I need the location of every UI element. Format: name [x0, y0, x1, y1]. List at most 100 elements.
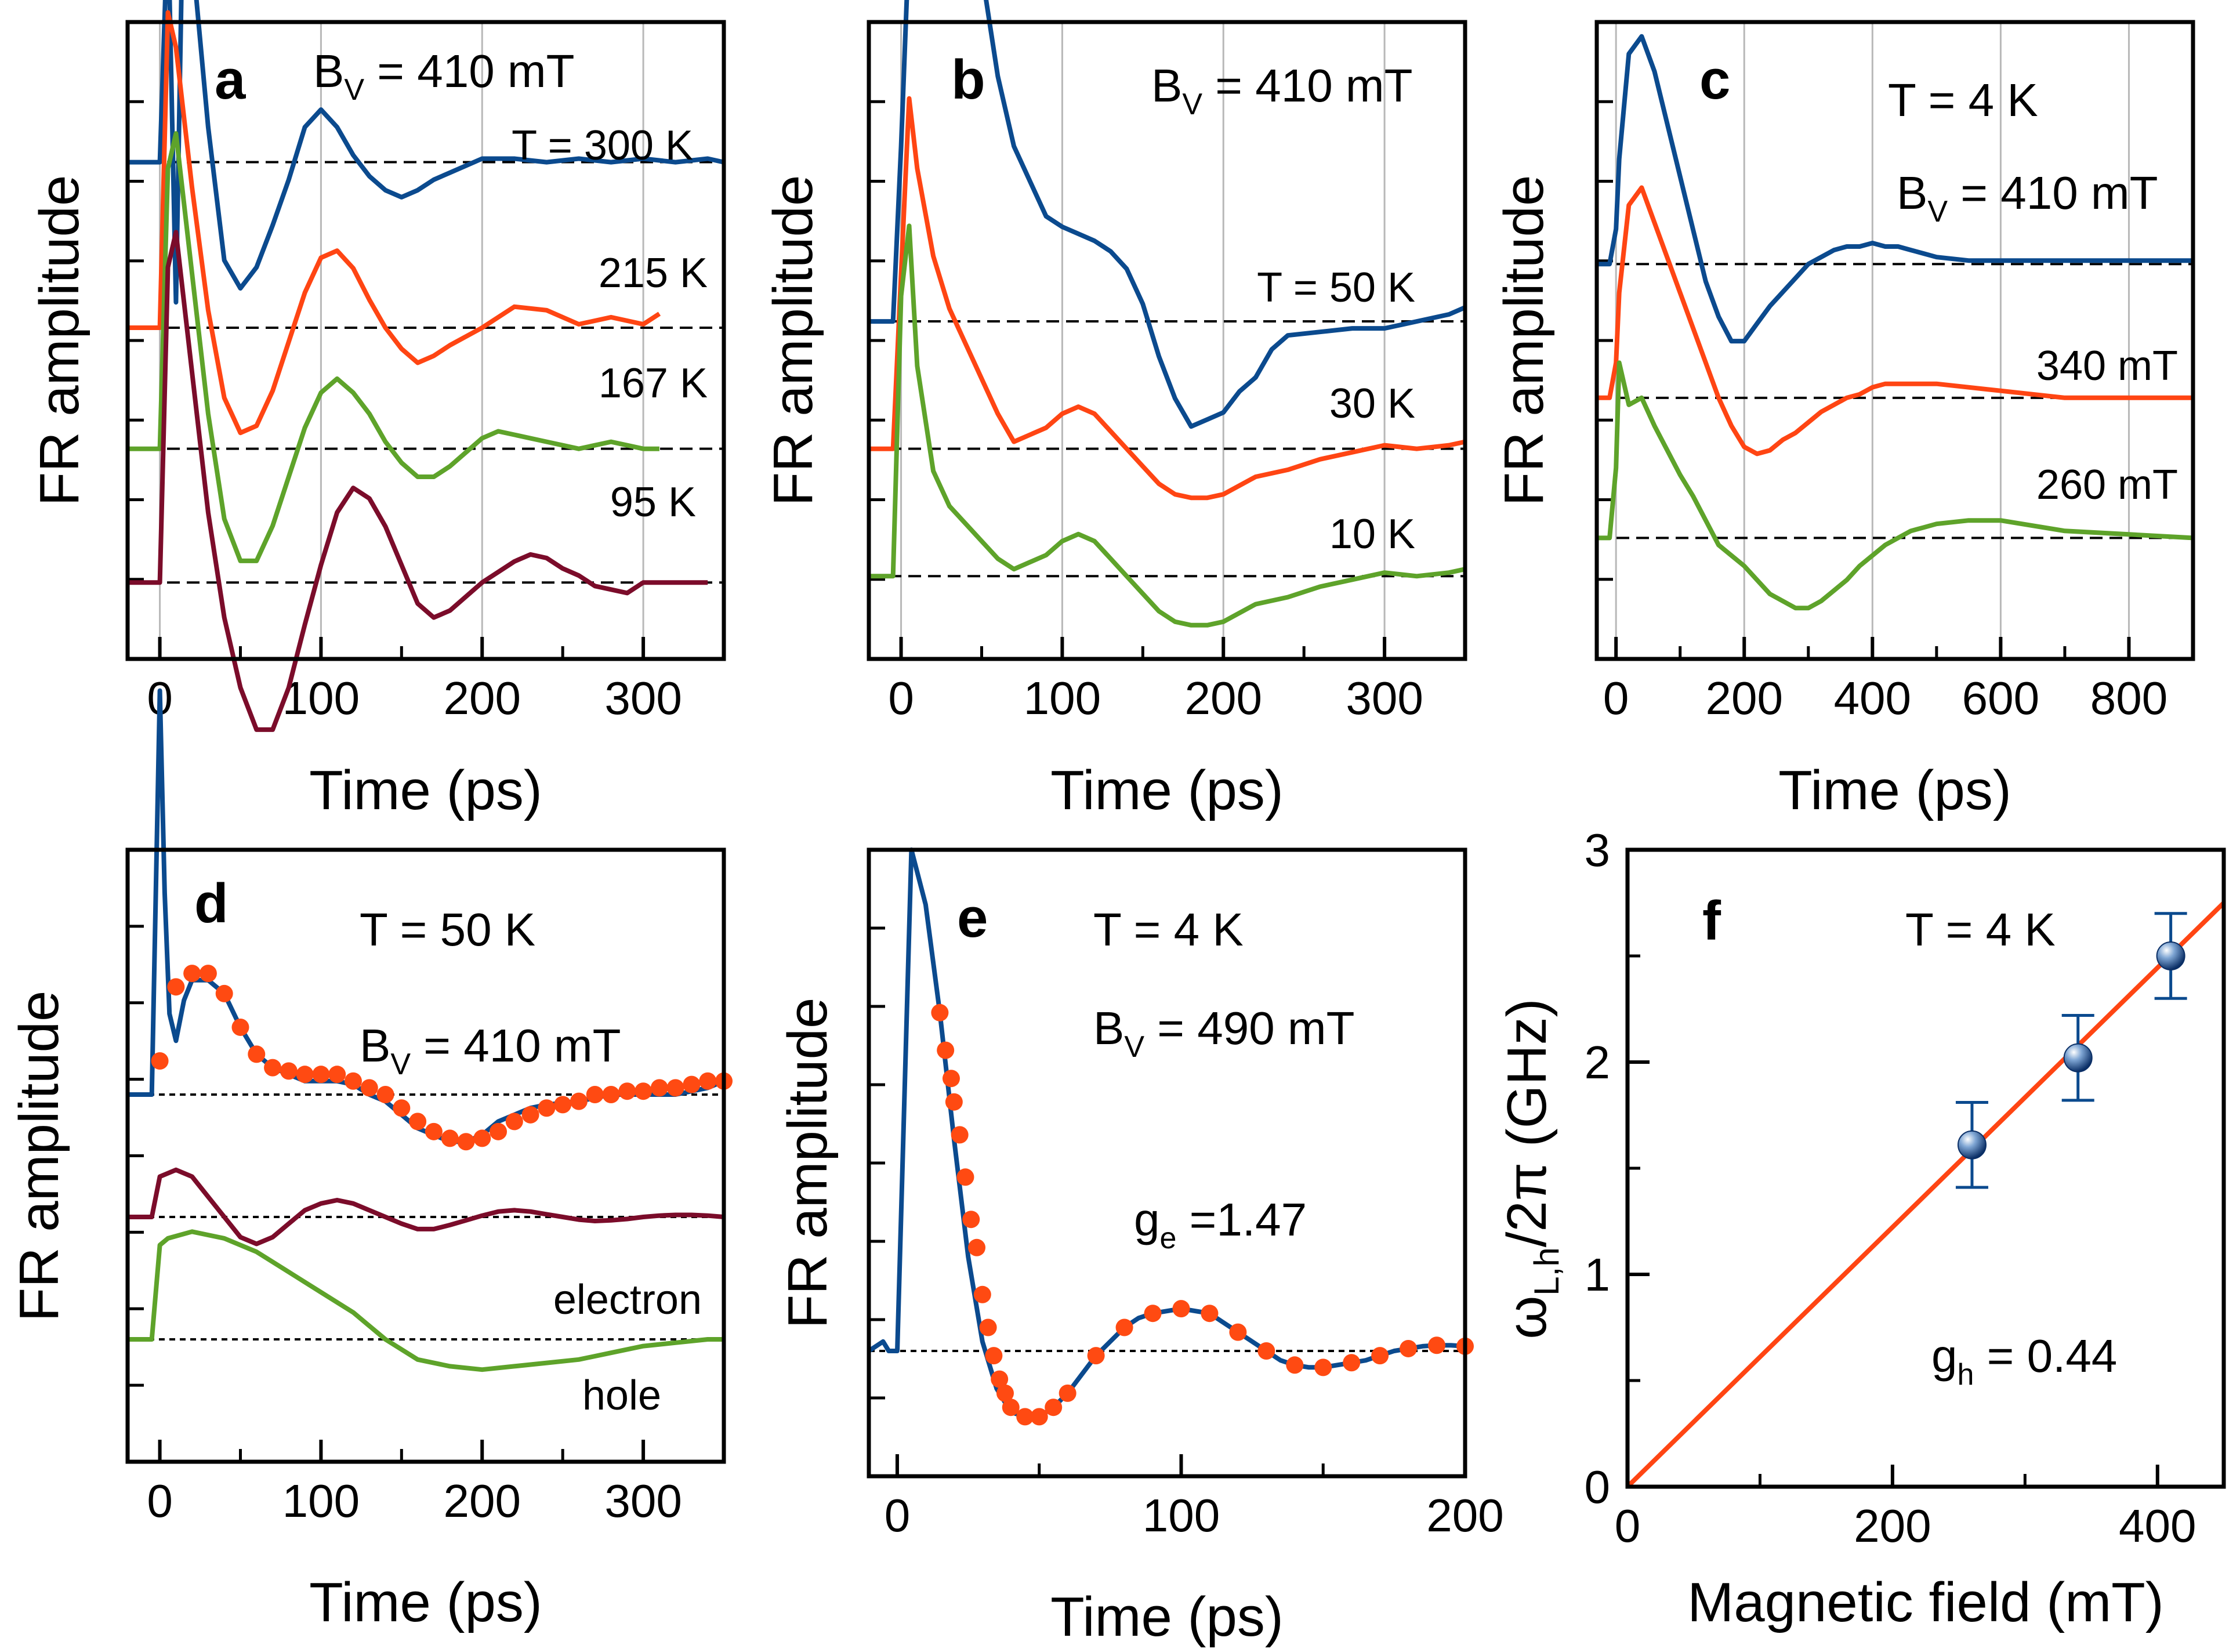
data-point-d-12: [344, 1072, 362, 1090]
panel-d-letter: d: [194, 872, 229, 934]
data-point-f-2: [2156, 941, 2185, 970]
panel-d-electron-label: electron: [553, 1277, 702, 1323]
data-point-d-2: [183, 965, 201, 983]
data-point-d-0: [151, 1052, 169, 1070]
data-point-e-17: [1059, 1384, 1076, 1402]
x-tick-label: 300: [604, 672, 682, 724]
panel-c-frame: [1594, 20, 2195, 661]
data-point-e-4: [951, 1126, 969, 1144]
data-point-d-6: [248, 1045, 266, 1063]
data-point-e-15: [1030, 1408, 1048, 1426]
data-point-e-21: [1172, 1300, 1190, 1318]
data-point-f-1: [2063, 1043, 2093, 1073]
data-point-e-10: [985, 1347, 1003, 1365]
data-point-d-21: [490, 1122, 508, 1140]
panel-e-xlabel: Time (ps): [1050, 1586, 1284, 1648]
panel-f-frame: [1625, 847, 2226, 1489]
x-tick-label: 300: [1346, 672, 1423, 724]
panel-e-t-label: T = 4 K: [1093, 904, 1244, 955]
data-point-e-16: [1045, 1399, 1063, 1416]
panel-a-t300-label: T = 300 K: [512, 122, 693, 169]
data-point-d-24: [538, 1099, 556, 1117]
panel-a-t215-label: 215 K: [599, 250, 708, 296]
x-tick-label: 0: [1603, 672, 1629, 724]
data-point-d-25: [554, 1096, 572, 1114]
data-point-d-20: [473, 1129, 491, 1147]
data-point-e-13: [1002, 1399, 1020, 1416]
data-point-d-31: [650, 1079, 668, 1097]
data-point-d-33: [683, 1075, 701, 1093]
panel-a-t95-label: 95 K: [610, 479, 696, 526]
series-line-b-1: [869, 96, 1466, 501]
panel-d: 0 100 200 300 d T = 50 K BV = 410 mT electr…: [8, 688, 733, 1633]
y-tick-label: 3: [1585, 824, 1611, 876]
data-point-d-23: [521, 1106, 539, 1124]
panel-e: 0 100 200 e T = 4 K BV = 490 mT ge =1.47 T…: [777, 847, 1504, 1648]
panel-b-xlabel: Time (ps): [1050, 759, 1284, 821]
panel-d-frame: [125, 847, 726, 1464]
data-point-d-16: [409, 1113, 427, 1131]
plot-b-area: 0 100 200 300: [869, 0, 1467, 724]
data-point-e-14: [1016, 1408, 1034, 1426]
data-point-e-27: [1343, 1354, 1361, 1372]
panel-b-frame: [867, 20, 1467, 661]
x-tick-label: 0: [147, 1475, 173, 1527]
data-point-e-11: [991, 1370, 1009, 1388]
plot-d-area: 0 100 200 300: [128, 688, 733, 1527]
panel-b-t10-label: 10 K: [1329, 511, 1415, 557]
y-tick-label: 0: [1585, 1461, 1611, 1513]
data-point-d-13: [360, 1079, 378, 1097]
data-point-d-22: [505, 1113, 523, 1131]
series-line-a-0: [128, 0, 724, 305]
panel-c-t-label: T = 4 K: [1888, 74, 2038, 126]
series-line-b-2: [869, 223, 1466, 628]
data-point-e-2: [942, 1070, 960, 1088]
plot-c-area: 0 200 400 600 800: [1597, 22, 2195, 724]
data-point-d-15: [393, 1099, 411, 1117]
data-point-e-24: [1257, 1342, 1275, 1360]
data-point-e-3: [945, 1093, 963, 1111]
data-point-d-7: [264, 1059, 282, 1077]
data-point-d-10: [312, 1066, 330, 1084]
series-line-d-hole: [128, 1229, 724, 1372]
x-tick-label: 100: [282, 672, 360, 724]
x-tick-label: 100: [1024, 672, 1101, 724]
x-tick-label: 800: [2090, 672, 2167, 724]
x-tick-label: 200: [444, 1475, 521, 1527]
panel-c-260-label: 260 mT: [2036, 462, 2178, 508]
plot-e-area: 0 100 200: [867, 847, 1504, 1541]
x-tick-label: 0: [885, 1490, 911, 1541]
x-tick-label: 300: [604, 1475, 682, 1527]
panel-a-xlabel: Time (ps): [309, 759, 542, 821]
data-point-d-34: [699, 1072, 717, 1090]
panel-a-letter: a: [215, 49, 246, 111]
x-tick-label: 200: [1705, 672, 1782, 724]
data-point-d-17: [425, 1122, 443, 1140]
plot-a-area: 0 100 200 300: [128, 0, 726, 732]
data-point-e-19: [1115, 1318, 1133, 1336]
series-line-c-1: [1597, 185, 2193, 457]
x-tick-label: 200: [444, 672, 521, 724]
data-point-d-30: [635, 1082, 653, 1100]
data-point-e-29: [1400, 1339, 1418, 1357]
data-point-d-29: [618, 1082, 636, 1100]
panel-b-bv-label: BV = 410 mT: [1151, 60, 1412, 121]
data-point-e-30: [1428, 1336, 1446, 1354]
panel-f-ylabel: ωL,h/2π (GHz): [1496, 998, 1566, 1339]
data-point-d-11: [328, 1066, 346, 1084]
data-point-f-0: [1957, 1130, 1987, 1160]
x-tick-label: 400: [2119, 1500, 2196, 1552]
panel-d-bv-label: BV = 410 mT: [360, 1020, 621, 1081]
panel-c-bv-label: BV = 410 mT: [1897, 167, 2158, 229]
data-point-d-27: [586, 1086, 604, 1103]
panel-c-letter: c: [1699, 49, 1730, 111]
data-point-d-14: [376, 1086, 394, 1103]
data-point-d-19: [457, 1133, 475, 1151]
data-point-e-6: [962, 1211, 980, 1229]
data-point-d-32: [666, 1079, 684, 1097]
data-point-e-9: [979, 1318, 997, 1336]
panel-a-frame: [125, 20, 726, 661]
data-point-e-25: [1286, 1356, 1304, 1374]
y-tick-label: 1: [1585, 1249, 1611, 1300]
series-line-a-3: [128, 230, 708, 732]
